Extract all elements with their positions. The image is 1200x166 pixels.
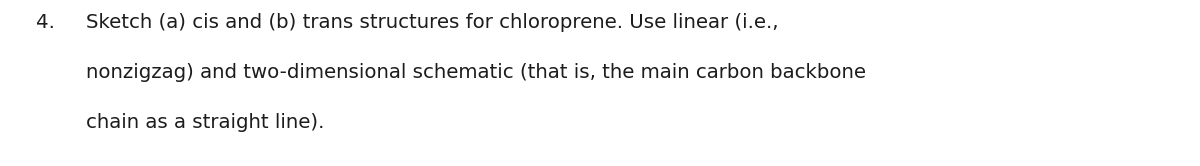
Text: nonzigzag) and two-dimensional schematic (that is, the main carbon backbone: nonzigzag) and two-dimensional schematic… — [86, 63, 866, 82]
Text: 4.: 4. — [36, 13, 55, 32]
Text: Sketch (a) cis and (b) trans structures for chloroprene. Use linear (i.e.,: Sketch (a) cis and (b) trans structures … — [86, 13, 779, 32]
Text: chain as a straight line).: chain as a straight line). — [86, 113, 325, 132]
